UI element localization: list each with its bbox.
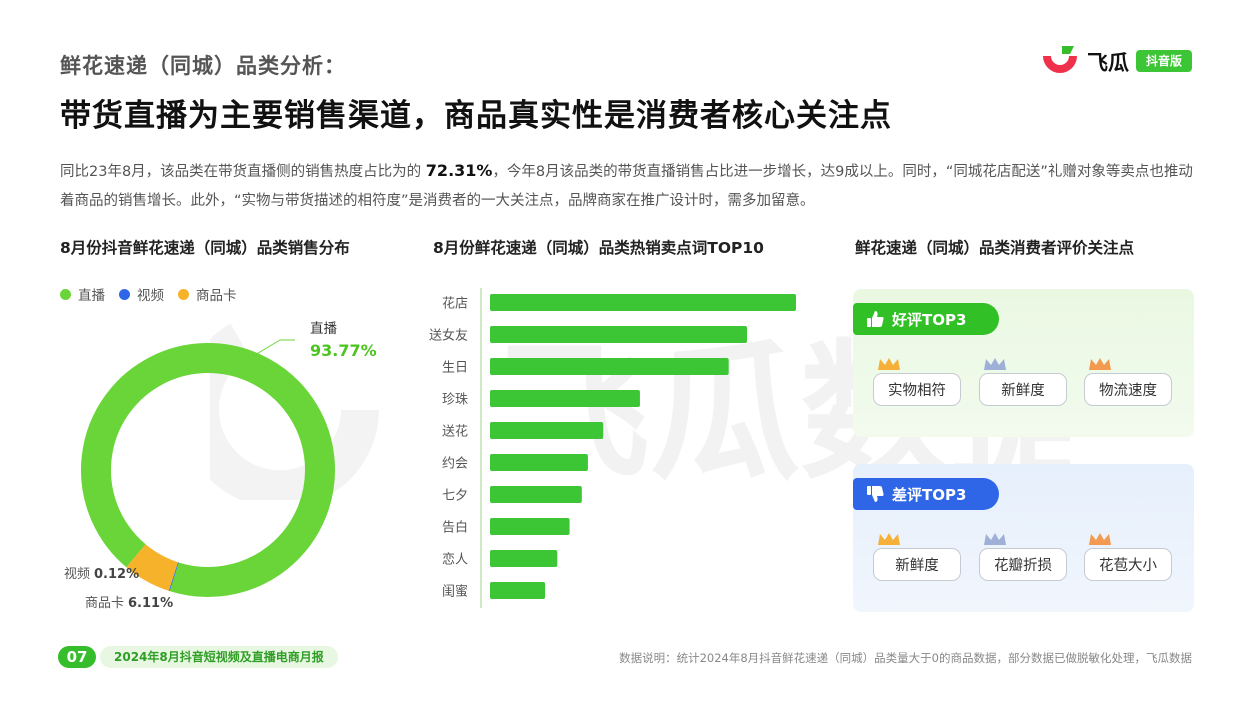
keyword-bar — [490, 454, 588, 471]
reviews-title: 鲜花速递（同城）品类消费者评价关注点 — [855, 239, 1135, 257]
bar-category-label: 闺蜜 — [442, 585, 468, 600]
positive-review-item: 新鲜度 — [979, 357, 1067, 406]
legend-label-video: 视频 — [137, 288, 164, 304]
crown-gold-icon — [878, 358, 900, 370]
callout-value-card: 6.11% — [128, 596, 173, 611]
distribution-chart-title: 8月份抖音鲜花速递（同城）品类销售分布 — [60, 239, 350, 257]
report-title: 2024年8月抖音短视频及直播电商月报 — [100, 646, 338, 668]
positive-review-chip: 新鲜度 — [979, 373, 1067, 406]
summary-text-1: 同比23年8月，该品类在带货直播侧的销售热度占比为的 — [60, 164, 426, 180]
keyword-bar — [490, 550, 558, 567]
crown-gold-icon — [878, 533, 900, 545]
bar-category-label: 恋人 — [442, 552, 468, 568]
bar-category-label: 约会 — [442, 457, 468, 472]
legend-dot-live — [60, 288, 71, 300]
brand-logo: 飞瓜 抖音版 — [1040, 44, 1195, 78]
crown-silver-icon — [984, 358, 1006, 370]
positive-review-chip: 物流速度 — [1084, 373, 1172, 406]
bar-category-label: 告白 — [442, 520, 468, 536]
positive-reviews-tag: 好评TOP3 — [853, 303, 999, 335]
legend-label-card: 商品卡 — [196, 288, 237, 304]
logo-badge: 抖音版 — [1136, 50, 1192, 72]
page-kicker: 鲜花速递（同城）品类分析： — [60, 54, 346, 78]
keyword-bar — [490, 582, 546, 599]
data-footnote: 数据说明：统计2024年8月抖音鲜花速递（同城）品类量大于0的商品数据，部分数据… — [619, 651, 1192, 665]
keyword-bar — [490, 294, 796, 311]
callout-label-card: 商品卡 — [85, 596, 124, 611]
negative-reviews-tag: 差评TOP3 — [853, 478, 999, 510]
keywords-chart-title: 8月份鲜花速递（同城）品类热销卖点词TOP10 — [433, 239, 764, 257]
callout-label-live: 直播 — [310, 321, 337, 337]
positive-review-item: 物流速度 — [1084, 357, 1172, 406]
negative-reviews-label: 差评TOP3 — [892, 485, 967, 504]
sales-distribution-donut: 直播 93.77% 视频 0.12% 商品卡 6.11% — [64, 321, 377, 611]
callout-leader-live — [249, 339, 281, 359]
legend-item-video: 视频 — [119, 284, 164, 304]
bar-category-label: 花店 — [442, 296, 468, 312]
callout-value-video: 0.12% — [94, 567, 139, 582]
crown-bronze-icon — [1089, 358, 1111, 370]
chart-legend: 直播 视频 商品卡 — [60, 284, 237, 304]
negative-review-item: 花瓣折损 — [979, 532, 1067, 581]
positive-review-item: 实物相符 — [873, 357, 961, 406]
legend-dot-video — [119, 288, 130, 300]
keyword-bar — [490, 486, 582, 503]
summary-highlight: 72.31% — [425, 161, 493, 180]
bar-category-label: 七夕 — [442, 489, 468, 504]
summary-text-2: ，今年8月该品类的带货直播销售占比进一步增长，达9成以上。同时，“同城花店配送”… — [60, 164, 1193, 209]
positive-review-chip: 实物相符 — [873, 373, 961, 406]
legend-dot-card — [178, 288, 189, 300]
bar-category-label: 珍珠 — [442, 393, 468, 408]
keyword-bar — [490, 358, 729, 375]
negative-review-item: 花苞大小 — [1084, 532, 1172, 581]
legend-label-live: 直播 — [78, 288, 105, 304]
legend-item-card: 商品卡 — [178, 284, 237, 304]
legend-item-live: 直播 — [60, 284, 105, 304]
donut-slice-0 — [81, 343, 335, 597]
positive-reviews-panel: 好评TOP3 实物相符 新鲜度 物流速度 — [853, 289, 1194, 437]
crown-bronze-icon — [1089, 533, 1111, 545]
summary-paragraph: 同比23年8月，该品类在带货直播侧的销售热度占比为的 72.31%，今年8月该品… — [60, 156, 1200, 216]
negative-review-chip: 花瓣折损 — [979, 548, 1067, 581]
crown-silver-icon — [984, 533, 1006, 545]
keyword-bar — [490, 390, 640, 407]
thumbs-up-icon — [867, 311, 884, 327]
page-number: 07 — [58, 646, 96, 668]
bar-category-label: 生日 — [442, 361, 468, 376]
callout-label-video: 视频 — [64, 567, 90, 582]
negative-review-item: 新鲜度 — [873, 532, 961, 581]
bar-category-label: 送女友 — [429, 328, 468, 344]
donut-slice-2 — [126, 543, 179, 591]
keyword-bar — [490, 422, 604, 439]
callout-value-live: 93.77% — [310, 341, 377, 360]
negative-review-chip: 新鲜度 — [873, 548, 961, 581]
melon-logo-icon — [1043, 46, 1077, 73]
page-title: 带货直播为主要销售渠道，商品真实性是消费者核心关注点 — [60, 98, 892, 134]
keyword-bar — [490, 326, 748, 343]
positive-reviews-label: 好评TOP3 — [892, 310, 967, 329]
bar-category-label: 送花 — [442, 424, 468, 440]
negative-reviews-panel: 差评TOP3 新鲜度 花瓣折损 花苞大小 — [853, 464, 1194, 612]
logo-text: 飞瓜 — [1087, 51, 1129, 75]
negative-review-chip: 花苞大小 — [1084, 548, 1172, 581]
keyword-bar — [490, 518, 570, 535]
thumbs-down-icon — [867, 486, 884, 502]
